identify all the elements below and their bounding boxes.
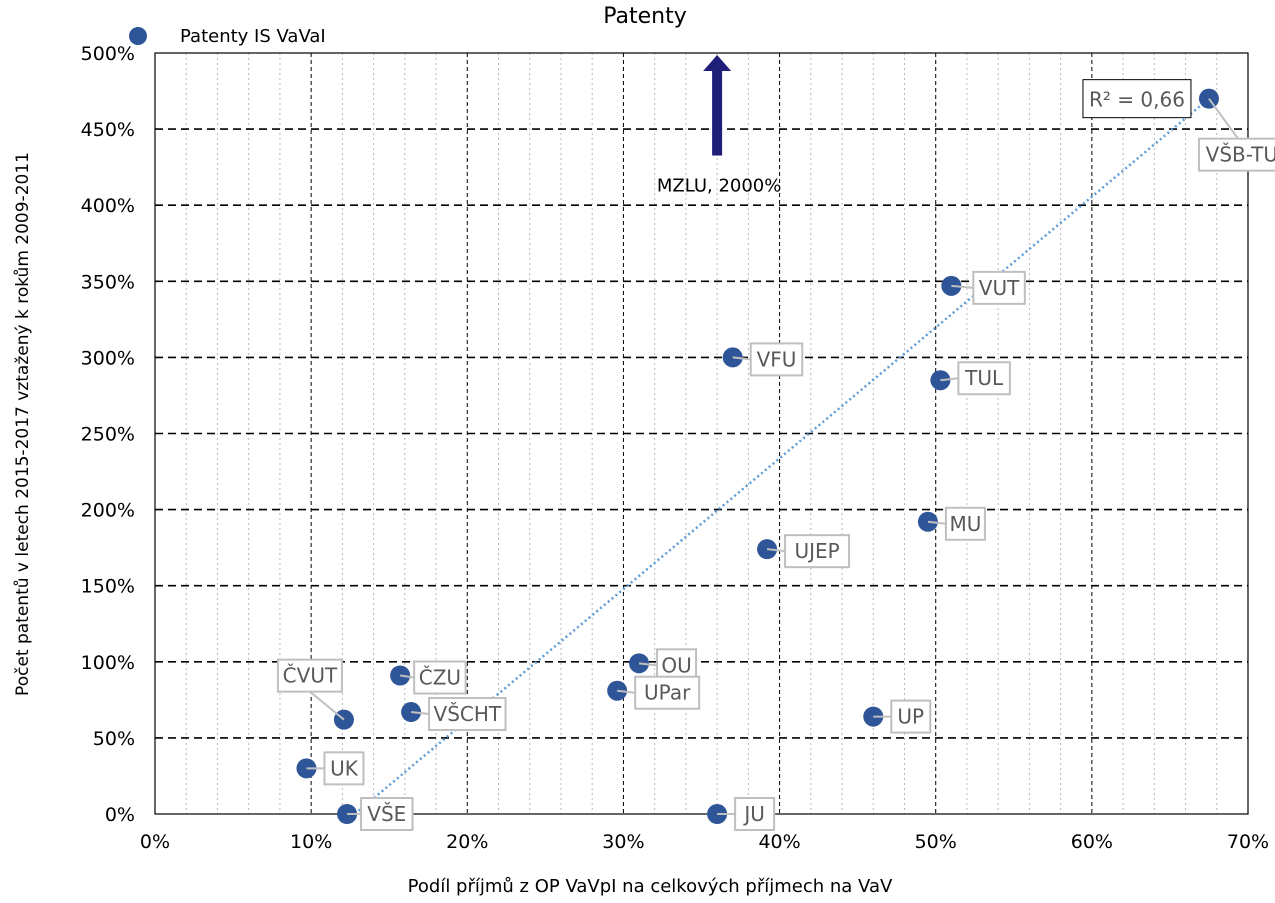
y-tick-label: 200% — [81, 500, 135, 522]
chart-title: Patenty — [603, 4, 687, 29]
x-tick-label: 0% — [140, 831, 170, 853]
data-label: UP — [897, 705, 924, 729]
annotation-label: MZLU, 2000% — [657, 176, 782, 197]
data-label-box — [972, 270, 1026, 305]
data-label-box — [428, 697, 507, 732]
data-label: UPar — [644, 681, 691, 705]
y-tick-label: 500% — [81, 43, 135, 65]
data-label-leader — [400, 674, 415, 679]
data-label-box — [634, 675, 701, 710]
data-label-leader — [309, 690, 345, 721]
x-axis-label: Podíl příjmů z OP VaVpI na celkových pří… — [407, 876, 893, 897]
data-label-leader — [732, 356, 751, 361]
legend-marker — [129, 27, 147, 45]
data-label: JU — [742, 802, 765, 826]
y-tick-label: 300% — [81, 347, 135, 369]
data-label-box — [890, 699, 932, 734]
legend-label: Patenty IS VaVaI — [180, 26, 326, 47]
annotation-arrow-shaft — [712, 69, 723, 156]
data-label-leader — [617, 689, 636, 694]
y-tick-label: 350% — [81, 271, 135, 293]
major-gridlines — [155, 53, 1248, 814]
data-label: VŠB-TUO — [1206, 143, 1275, 167]
data-label-box — [749, 342, 804, 377]
data-label: OU — [661, 653, 691, 677]
x-tick-label: 60% — [1071, 831, 1113, 853]
data-label-leader — [940, 377, 959, 382]
legend: Patenty IS VaVaI — [129, 26, 326, 47]
data-label: TUL — [964, 366, 1004, 390]
data-label: VUT — [979, 276, 1020, 300]
x-tick-label: 20% — [446, 831, 488, 853]
r-squared-label: R² = 0,66 — [1089, 88, 1185, 112]
y-tick-label: 0% — [105, 804, 135, 826]
data-label-box — [360, 797, 414, 831]
x-tick-label: 10% — [290, 831, 332, 853]
minor-gridlines — [185, 53, 1218, 814]
r-squared-box — [1082, 79, 1192, 119]
y-tick-label: 450% — [81, 119, 135, 141]
data-labels: VŠB-TUO VUT VFU TUL MU UJEP OU ČZU UPar VŠCHT UP ČV… — [276, 98, 1275, 831]
x-tick-label: 50% — [915, 831, 957, 853]
trendline — [354, 97, 1210, 815]
data-label-box — [413, 660, 467, 695]
annotation-group: MZLU, 2000% — [657, 55, 782, 197]
data-label-box — [944, 506, 986, 541]
x-tick-label: 40% — [758, 831, 800, 853]
data-label: UK — [330, 756, 359, 780]
data-label-box — [784, 534, 851, 569]
x-tick-label: 70% — [1227, 831, 1269, 853]
data-label: MU — [949, 512, 981, 536]
data-label: ČZU — [419, 665, 461, 689]
annotation-arrow-head — [703, 55, 732, 71]
data-label-leader — [638, 662, 658, 667]
x-tick-label: 30% — [602, 831, 644, 853]
y-axis-label: Počet patentů v letech 2015-2017 vztažen… — [13, 152, 33, 696]
data-label-leader — [927, 520, 947, 525]
data-label-box — [734, 797, 776, 831]
y-tick-label: 50% — [93, 728, 135, 750]
data-label-box — [957, 361, 1011, 396]
trendline-group: R² = 0,66 — [354, 79, 1210, 815]
data-label-leader — [766, 548, 786, 553]
data-label-leader — [410, 711, 430, 716]
data-label-leader — [951, 284, 974, 289]
data-label: VFU — [757, 347, 797, 371]
data-label: UJEP — [794, 539, 839, 563]
x-axis-ticks: 0% 10% 20% 30% 40% 50% 60% 70% — [140, 831, 1269, 853]
data-label-box — [1197, 137, 1275, 172]
data-label-box — [323, 751, 365, 786]
data-label: VŠCHT — [434, 702, 502, 726]
y-axis-ticks: 0% 50% 100% 150% 200% 250% 300% 350% 400% 450% 500… — [81, 43, 135, 826]
y-tick-label: 400% — [81, 195, 135, 217]
data-label: VŠE — [367, 802, 406, 826]
data-label: ČVUT — [283, 664, 338, 688]
y-tick-label: 150% — [81, 576, 135, 598]
plot-border — [154, 52, 1249, 815]
y-tick-label: 100% — [81, 652, 135, 674]
data-label-box — [276, 658, 343, 693]
y-tick-label: 250% — [81, 424, 135, 446]
